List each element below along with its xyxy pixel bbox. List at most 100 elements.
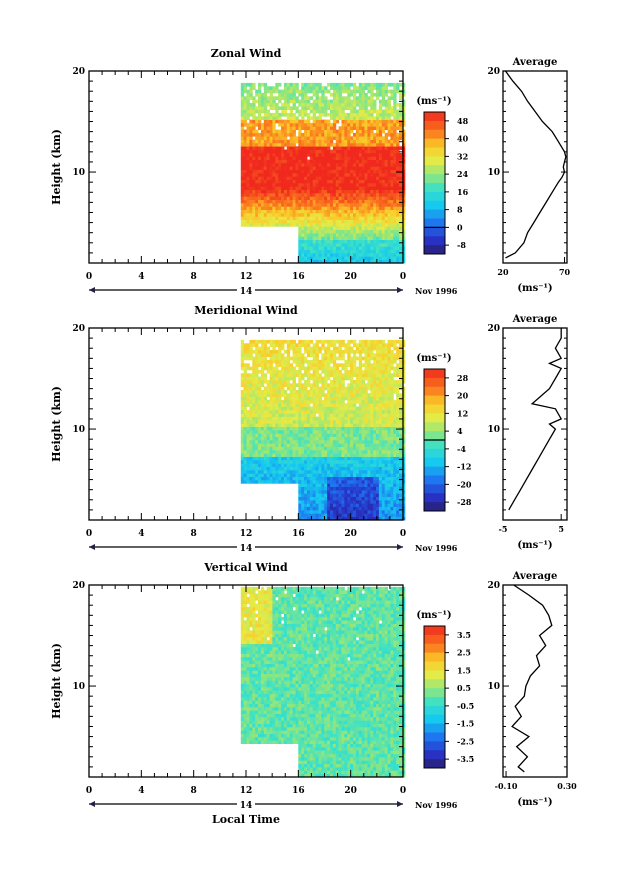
heatmap-cell: [240, 433, 245, 437]
heatmap-cell: [393, 126, 397, 130]
heatmap-cell: [292, 149, 296, 154]
colorbar-label: 24: [457, 169, 469, 179]
heatmap-cell: [347, 473, 351, 477]
heatmap-cell: [361, 430, 365, 434]
heatmap-cell: [289, 109, 293, 114]
heatmap-cell: [353, 383, 357, 387]
heatmap-cell: [240, 173, 245, 177]
heatmap-cell: [318, 206, 322, 210]
heatmap-cell: [341, 223, 345, 227]
heatmap-cell: [350, 510, 354, 514]
heatmap-cell: [358, 199, 363, 204]
heatmap-cell: [332, 373, 337, 377]
heatmap-cell: [283, 82, 288, 87]
heatmap-cell: [350, 403, 354, 407]
heatmap-cell: [327, 356, 331, 361]
heatmap-cell: [324, 213, 328, 217]
heatmap-cell: [252, 403, 256, 407]
heatmap-cell: [332, 356, 337, 361]
heatmap-cell: [278, 453, 282, 457]
heatmap-cell: [312, 433, 316, 437]
heatmap-cell: [281, 209, 285, 214]
heatmap-cell: [289, 163, 293, 167]
heatmap-cell: [312, 206, 316, 210]
heatmap-cell: [330, 426, 334, 431]
heatmap-cell: [338, 403, 342, 407]
heatmap-cell: [321, 486, 325, 491]
heatmap-cell: [330, 186, 334, 190]
heatmap-cell: [353, 112, 357, 117]
heatmap-cell: [240, 146, 245, 150]
heatmap-cell: [376, 236, 380, 240]
heatmap-cell: [249, 92, 253, 97]
heatmap-cell: [243, 119, 247, 124]
heatmap-cell: [295, 353, 299, 357]
heatmap-cell: [330, 456, 334, 461]
heatmap-cell: [350, 99, 354, 104]
heatmap-cell: [258, 96, 262, 100]
heatmap-cell: [249, 356, 253, 361]
heatmap-cell: [243, 393, 247, 397]
heatmap-cell: [396, 126, 400, 130]
heatmap-cell: [260, 219, 265, 224]
heatmap-cell: [240, 163, 245, 167]
heatmap-cell: [301, 463, 305, 467]
heatmap-cell: [304, 423, 308, 427]
heatmap-cell: [350, 193, 354, 197]
heatmap-cell: [335, 159, 340, 164]
heatmap-cell: [304, 440, 308, 444]
heatmap-cell: [358, 193, 363, 197]
heatmap-cell: [355, 142, 360, 147]
heatmap-cell: [384, 153, 388, 157]
heatmap-cell: [292, 389, 296, 394]
heatmap-cell: [344, 480, 348, 484]
heatmap-cell: [289, 373, 293, 377]
heatmap-cell: [376, 126, 380, 130]
heatmap-cell: [246, 356, 250, 361]
heatmap-cell: [393, 259, 397, 264]
heatmap-cell: [330, 92, 334, 97]
heatmap-cell: [307, 186, 311, 190]
heatmap-cell: [309, 156, 314, 160]
heatmap-cell: [283, 136, 288, 140]
heatmap-cell: [266, 430, 270, 434]
heatmap-cell: [324, 99, 328, 104]
heatmap-cell: [281, 410, 285, 414]
heatmap-cell: [246, 189, 250, 194]
heatmap-cell: [355, 506, 360, 511]
heatmap-cell: [295, 136, 299, 140]
heatmap-cell: [378, 156, 383, 160]
heatmap-cell: [318, 359, 322, 364]
heatmap-cell: [390, 196, 394, 200]
heatmap-cell: [283, 413, 288, 417]
heatmap-cell: [269, 420, 273, 424]
heatmap-cell: [327, 426, 331, 431]
heatmap-cell: [396, 119, 400, 124]
heatmap-cell: [393, 92, 397, 97]
heatmap-cell: [318, 96, 322, 100]
heatmap-cell: [292, 416, 296, 421]
heatmap-cell: [373, 109, 377, 114]
heatmap-cell: [260, 430, 265, 434]
heatmap-cell: [263, 389, 268, 394]
heatmap-cell: [344, 359, 348, 364]
heatmap-cell: [266, 156, 270, 160]
heatmap-cell: [335, 386, 340, 391]
heatmap-cell: [246, 480, 250, 484]
heatmap-cell: [312, 219, 316, 224]
heatmap-cell: [373, 86, 377, 90]
heatmap-cell: [286, 399, 291, 404]
heatmap-cell: [355, 109, 360, 114]
heatmap-cell: [286, 213, 291, 217]
heatmap-cell: [312, 430, 316, 434]
heatmap-cell: [321, 149, 325, 154]
heatmap-cell: [286, 373, 291, 377]
heatmap-cell: [289, 86, 293, 90]
heatmap-cell: [275, 116, 279, 120]
heatmap-cell: [324, 206, 328, 210]
heatmap-cell: [269, 393, 273, 397]
heatmap-cell: [364, 243, 368, 247]
average-y-tick-label: 20: [487, 67, 500, 77]
heatmap-cell: [298, 196, 302, 200]
